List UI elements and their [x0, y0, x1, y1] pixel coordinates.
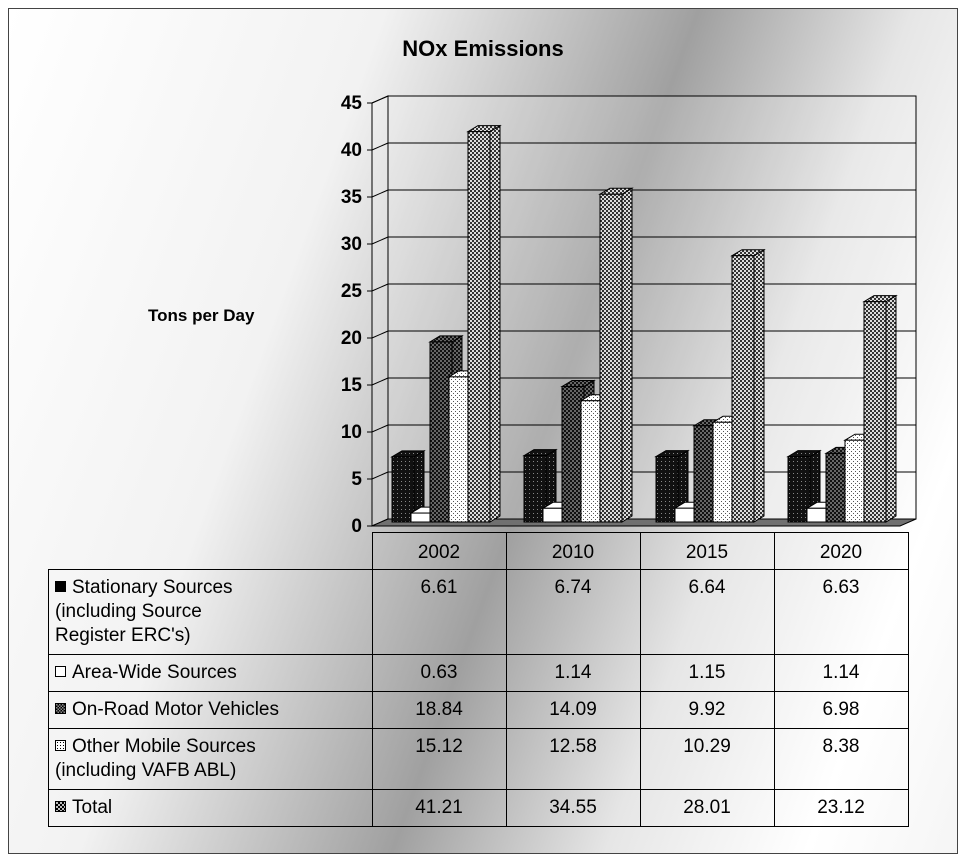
bar — [862, 294, 898, 523]
series-label-cell: Total — [48, 789, 373, 827]
legend-key-dotted — [55, 740, 66, 751]
table-corner — [48, 532, 373, 570]
y-tick-label: 0 — [351, 516, 362, 537]
category-label: 2002 — [371, 532, 507, 570]
series-label: Other Mobile Sources — [72, 736, 256, 757]
gridline-depth — [371, 424, 389, 433]
data-label: 34.55 — [505, 789, 641, 827]
data-label: 18.84 — [371, 691, 507, 729]
series-label: Register ERC's) — [55, 625, 191, 646]
y-tick-label: 5 — [351, 469, 362, 490]
data-label: 12.58 — [505, 728, 641, 790]
data-label: 1.14 — [505, 654, 641, 692]
gridline-depth — [371, 283, 389, 292]
bar — [598, 187, 634, 523]
y-tick-label: 40 — [341, 140, 362, 161]
y-tick-label: 10 — [341, 422, 362, 443]
bar-side — [885, 294, 897, 523]
data-label: 9.92 — [639, 691, 775, 729]
y-tick-label: 15 — [341, 375, 363, 396]
bar-front — [655, 456, 679, 523]
bar-front — [731, 255, 755, 523]
series-label-cell: Other Mobile Sources (including VAFB ABL) — [48, 728, 373, 790]
data-label: 6.63 — [773, 569, 909, 655]
legend-key-crosshatch — [55, 801, 66, 812]
y-tick-label: 30 — [341, 234, 362, 255]
data-label: 6.98 — [773, 691, 909, 729]
data-label: 1.15 — [639, 654, 775, 692]
data-label: 15.12 — [371, 728, 507, 790]
table-row: Other Mobile Sources (including VAFB ABL)… — [48, 728, 909, 790]
data-label: 6.74 — [505, 569, 641, 655]
y-tick-label: 45 — [341, 93, 363, 114]
bar — [730, 248, 766, 523]
category-label: 2010 — [505, 532, 641, 570]
series-label: Area-Wide Sources — [72, 662, 237, 683]
y-axis-label: Tons per Day — [148, 306, 255, 325]
data-label: 23.12 — [773, 789, 909, 827]
data-label: 14.09 — [505, 691, 641, 729]
chart-title: NOx Emissions — [402, 36, 564, 61]
bar-front — [787, 456, 811, 523]
bars — [390, 124, 898, 523]
bar-front — [391, 456, 415, 523]
gridline-depth — [371, 471, 389, 480]
y-tick-label: 25 — [341, 281, 363, 302]
bar-front — [523, 455, 547, 523]
data-label: 0.63 — [371, 654, 507, 692]
legend-key-checker — [55, 703, 66, 714]
bar — [466, 124, 502, 523]
data-label: 1.14 — [773, 654, 909, 692]
legend-key-white — [55, 666, 66, 677]
side-wall — [371, 95, 389, 527]
bar-front — [599, 193, 623, 523]
table-row: Area-Wide Sources 0.63 1.14 1.15 1.14 — [48, 654, 909, 692]
data-label: 41.21 — [371, 789, 507, 827]
data-label: 28.01 — [639, 789, 775, 827]
table-row: On-Road Motor Vehicles 18.84 14.09 9.92 6.98 — [48, 691, 909, 729]
gridline-depth — [371, 189, 389, 198]
gridline-depth — [371, 142, 389, 151]
bar-front — [863, 301, 887, 523]
bar-side — [489, 124, 501, 523]
data-table: 2002 2010 2015 2020 Stationary Sources (inclu… — [48, 532, 909, 827]
y-tick-label: 35 — [341, 187, 363, 208]
data-label: 8.38 — [773, 728, 909, 790]
gridline-depth — [371, 330, 389, 339]
series-label: Stationary Sources — [72, 577, 233, 598]
gridline-depth — [371, 95, 389, 104]
bar-side — [753, 248, 765, 523]
category-label: 2020 — [773, 532, 909, 570]
bar-side — [621, 187, 633, 523]
series-label-cell: On-Road Motor Vehicles — [48, 691, 373, 729]
series-label: On-Road Motor Vehicles — [72, 699, 279, 720]
series-label: (including VAFB ABL) — [55, 760, 237, 781]
legend-key-solid — [55, 581, 66, 592]
series-label-cell: Area-Wide Sources — [48, 654, 373, 692]
series-label: (including Source — [55, 601, 202, 622]
series-label-cell: Stationary Sources (including Source Regis… — [48, 569, 373, 655]
gridline-depth — [371, 377, 389, 386]
table-row: Stationary Sources (including Source Regis… — [48, 569, 909, 655]
data-label: 6.61 — [371, 569, 507, 655]
data-label: 10.29 — [639, 728, 775, 790]
y-axis-ticks: 0 5 10 15 20 25 30 35 40 45 — [341, 93, 372, 537]
bar-front — [467, 131, 491, 523]
y-tick-label: 20 — [341, 328, 362, 349]
table-header-row: 2002 2010 2015 2020 — [48, 532, 909, 570]
table-row: Total 41.21 34.55 28.01 23.12 — [48, 789, 909, 827]
category-label: 2015 — [639, 532, 775, 570]
series-label: Total — [72, 797, 113, 818]
gridline-depth — [371, 236, 389, 245]
data-label: 6.64 — [639, 569, 775, 655]
